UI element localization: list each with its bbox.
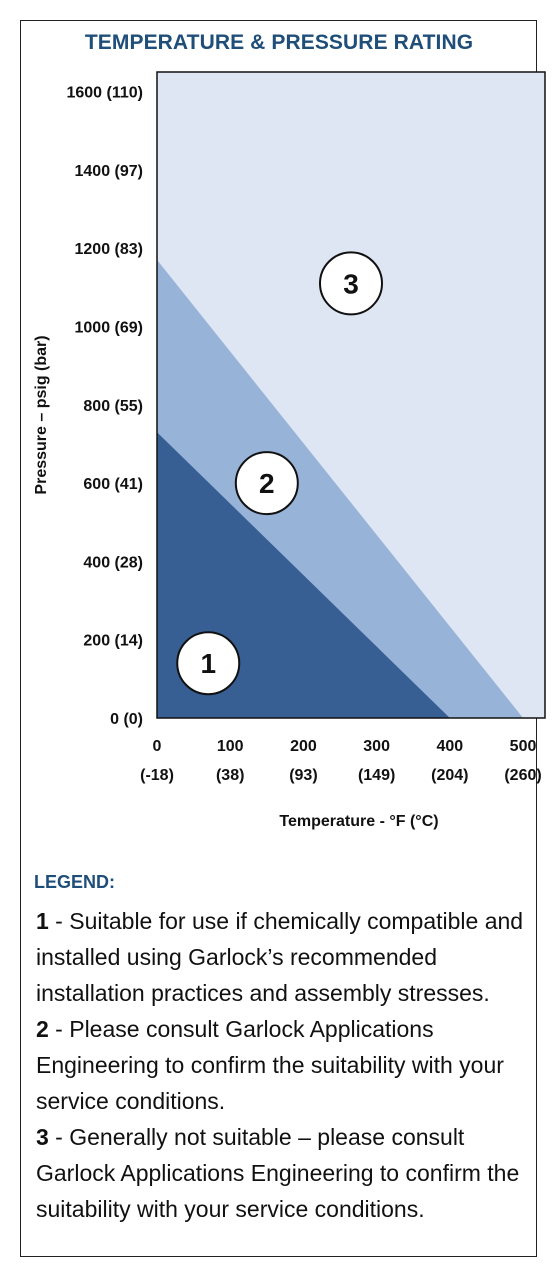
x-tick-sublabel: (260) — [504, 767, 541, 784]
legend: LEGEND: 1 - Suitable for use if chemical… — [34, 872, 534, 1227]
y-tick-label: 1400 (97) — [75, 163, 144, 180]
y-tick-label: 400 (28) — [83, 554, 143, 571]
y-tick-label: 200 (14) — [83, 633, 143, 650]
x-tick-label: 100 — [217, 738, 244, 755]
x-tick-label: 500 — [510, 738, 537, 755]
y-axis-label: Pressure – psig (bar) — [33, 335, 50, 494]
legend-text-1: - Suitable for use if chemically compati… — [36, 908, 524, 1006]
legend-text-3: - Generally not suitable – please consul… — [36, 1124, 520, 1222]
x-tick-sublabel: (-18) — [140, 767, 174, 784]
legend-number-2: 2 — [36, 1016, 49, 1042]
x-axis-label: Temperature - °F (°C) — [279, 813, 438, 830]
zone-2-label: 2 — [259, 468, 275, 499]
legend-item-1: 1 - Suitable for use if chemically compa… — [34, 903, 534, 1011]
y-tick-label: 800 (55) — [83, 398, 143, 415]
legend-title: LEGEND: — [34, 872, 115, 892]
y-tick-label: 1000 (69) — [75, 319, 144, 336]
x-tick-label: 400 — [436, 738, 463, 755]
x-tick-label: 200 — [290, 738, 317, 755]
x-tick-label: 0 — [153, 738, 162, 755]
x-tick-sublabel: (149) — [358, 767, 395, 784]
x-tick-sublabel: (204) — [431, 767, 468, 784]
legend-number-1: 1 — [36, 908, 49, 934]
y-tick-label: 600 (41) — [83, 476, 143, 493]
y-tick-label: 0 (0) — [110, 711, 143, 728]
zone-1-marker — [176, 631, 241, 696]
zone-1-label: 1 — [200, 648, 216, 679]
legend-item-2: 2 - Please consult Garlock Applications … — [34, 1011, 534, 1119]
plot-border — [156, 71, 546, 719]
legend-item-3: 3 - Generally not suitable – please cons… — [34, 1119, 534, 1227]
y-tick-label: 1200 (83) — [75, 241, 144, 258]
x-tick-sublabel: (38) — [216, 767, 244, 784]
legend-number-3: 3 — [36, 1124, 49, 1150]
zone-3-marker — [319, 251, 383, 316]
y-tick-label: 1600 (110) — [66, 85, 143, 102]
zone-2-marker — [234, 451, 299, 516]
zone-3-label: 3 — [343, 268, 359, 299]
x-tick-label: 300 — [363, 738, 390, 755]
chart-title: TEMPERATURE & PRESSURE RATING — [84, 31, 474, 54]
x-tick-sublabel: (93) — [289, 767, 317, 784]
legend-text-2: - Please consult Garlock Applications En… — [36, 1016, 504, 1114]
